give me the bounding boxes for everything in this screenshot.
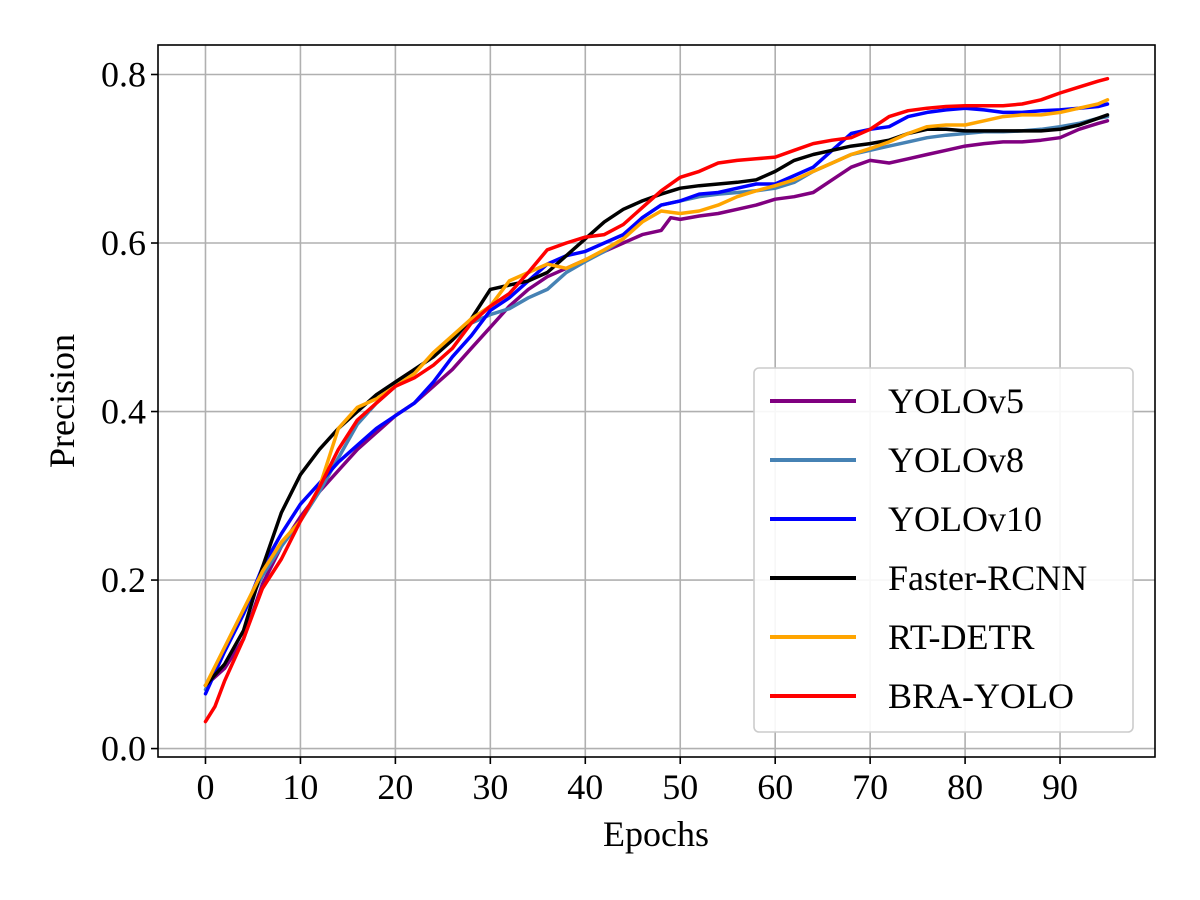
plot-frame [157, 44, 1156, 758]
y-tick-label: 0.4 [101, 392, 146, 432]
x-tick-label: 30 [472, 767, 508, 807]
y-tick-label: 0.8 [101, 54, 146, 94]
x-axis-ticks: 0 10 20 30 40 50 60 70 80 90 [196, 757, 1078, 807]
series-line-rt-detr [203, 98, 1110, 688]
x-tick-label: 90 [1042, 767, 1078, 807]
series-lines [203, 76, 1110, 724]
series-line-faster-rcnn [203, 113, 1110, 688]
y-tick-label: 0.6 [101, 223, 146, 263]
legend-label-yolov8: YOLOv8 [888, 440, 1024, 480]
x-tick-label: 50 [662, 767, 698, 807]
y-axis-ticks: 0.0 0.2 0.4 0.6 0.8 [101, 54, 158, 769]
y-axis-title: Precision [42, 334, 82, 468]
legend: YOLOv5 YOLOv8 YOLOv10 Faster-RCNN RT-DETR BRA… [753, 367, 1134, 733]
legend-label-bra-yolo: BRA-YOLO [888, 676, 1074, 716]
x-tick-label: 0 [196, 767, 214, 807]
legend-label-yolov5: YOLOv5 [888, 381, 1024, 421]
x-tick-label: 20 [377, 767, 413, 807]
x-axis-title: Epochs [603, 814, 709, 854]
series-line-yolov5 [203, 119, 1110, 688]
y-tick-label: 0.0 [101, 729, 146, 769]
legend-label-rt-detr: RT-DETR [888, 617, 1035, 657]
legend-label-yolov10: YOLOv10 [888, 499, 1042, 539]
legend-label-faster-rcnn: Faster-RCNN [888, 558, 1087, 598]
x-tick-label: 40 [567, 767, 603, 807]
series-line-bra-yolo [203, 76, 1110, 724]
x-tick-label: 10 [282, 767, 318, 807]
y-tick-label: 0.2 [101, 560, 146, 600]
x-tick-label: 60 [757, 767, 793, 807]
x-tick-label: 70 [852, 767, 888, 807]
x-tick-label: 80 [947, 767, 983, 807]
series-line-yolov10 [203, 102, 1110, 696]
